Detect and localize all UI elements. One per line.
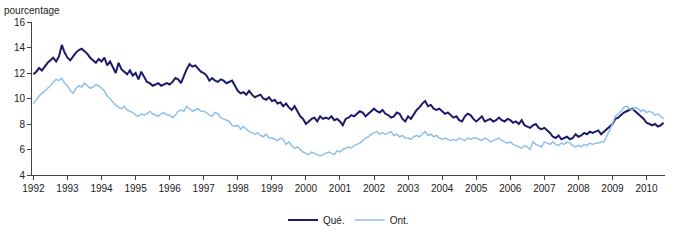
svg-text:2009: 2009 bbox=[601, 183, 624, 194]
svg-text:8: 8 bbox=[19, 119, 25, 130]
svg-text:1996: 1996 bbox=[159, 183, 182, 194]
svg-text:2010: 2010 bbox=[635, 183, 658, 194]
svg-text:1992: 1992 bbox=[22, 183, 45, 194]
svg-text:4: 4 bbox=[19, 170, 25, 181]
svg-text:2001: 2001 bbox=[329, 183, 352, 194]
svg-text:2006: 2006 bbox=[499, 183, 522, 194]
svg-text:1993: 1993 bbox=[56, 183, 79, 194]
svg-text:1999: 1999 bbox=[261, 183, 284, 194]
svg-text:Ont.: Ont. bbox=[390, 215, 409, 226]
svg-text:2007: 2007 bbox=[533, 183, 556, 194]
svg-text:pourcentage: pourcentage bbox=[4, 5, 60, 16]
svg-text:2003: 2003 bbox=[397, 183, 420, 194]
svg-text:12: 12 bbox=[14, 68, 26, 79]
svg-text:1994: 1994 bbox=[90, 183, 113, 194]
svg-text:14: 14 bbox=[14, 42, 26, 53]
svg-text:Qué.: Qué. bbox=[323, 215, 345, 226]
svg-text:2002: 2002 bbox=[363, 183, 386, 194]
svg-text:2004: 2004 bbox=[431, 183, 454, 194]
svg-text:16: 16 bbox=[14, 17, 26, 28]
svg-text:10: 10 bbox=[14, 93, 26, 104]
svg-text:2008: 2008 bbox=[567, 183, 590, 194]
svg-text:2000: 2000 bbox=[295, 183, 318, 194]
svg-text:1997: 1997 bbox=[193, 183, 216, 194]
svg-text:2005: 2005 bbox=[465, 183, 488, 194]
svg-text:6: 6 bbox=[19, 144, 25, 155]
svg-text:1995: 1995 bbox=[124, 183, 147, 194]
svg-text:1998: 1998 bbox=[227, 183, 250, 194]
